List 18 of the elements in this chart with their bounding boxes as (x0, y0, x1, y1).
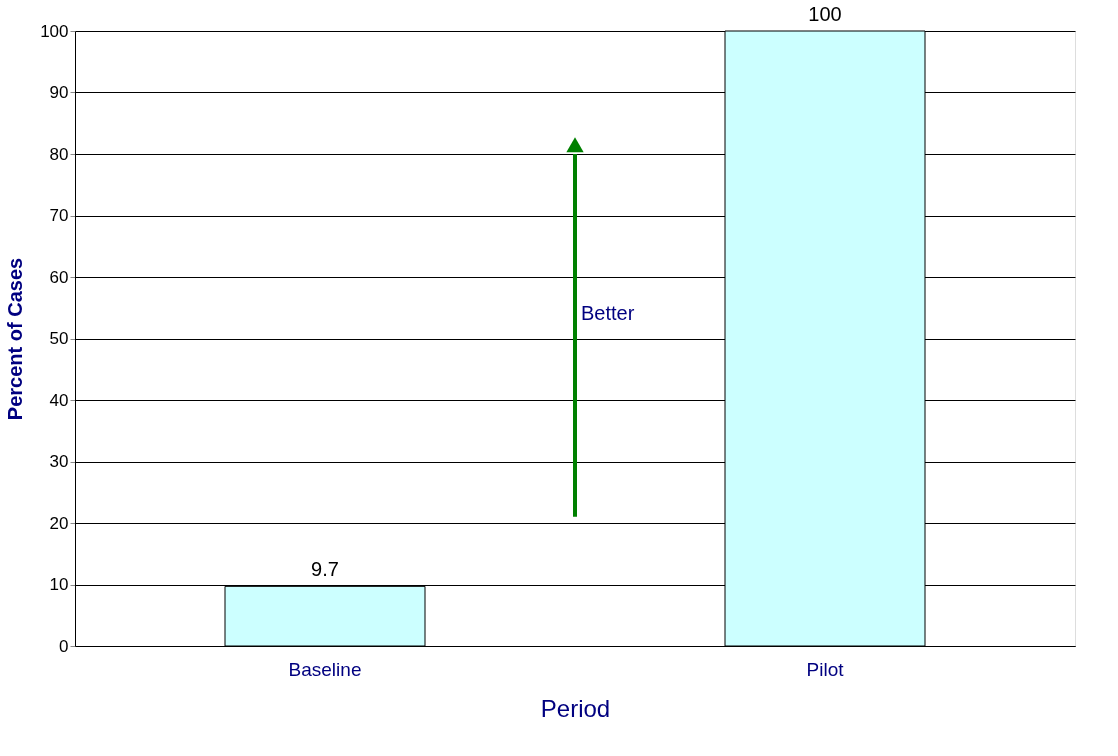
y-axis-title: Percent of Cases (4, 257, 27, 421)
y-tick-label: 10 (49, 575, 69, 594)
y-tick-label: 40 (49, 390, 69, 410)
x-tick-label: Pilot (806, 658, 845, 680)
x-tick-label: Baseline (288, 658, 362, 680)
y-tick-label: 20 (49, 513, 69, 533)
y-tick-label: 90 (49, 83, 69, 102)
annotation: Better (581, 301, 635, 324)
y-tick-label: 50 (49, 329, 69, 348)
y-tick-label: 60 (49, 267, 69, 287)
y-tick-label: 80 (49, 144, 69, 164)
data-label: 9.7 (311, 558, 339, 581)
y-tick-label: 100 (40, 21, 69, 41)
data-label: 100 (808, 3, 842, 25)
y-tick-label: 0 (59, 636, 69, 656)
y-tick-label: 70 (49, 206, 69, 225)
x-axis-title: Period (540, 694, 611, 722)
y-tick-label: 30 (49, 452, 69, 471)
